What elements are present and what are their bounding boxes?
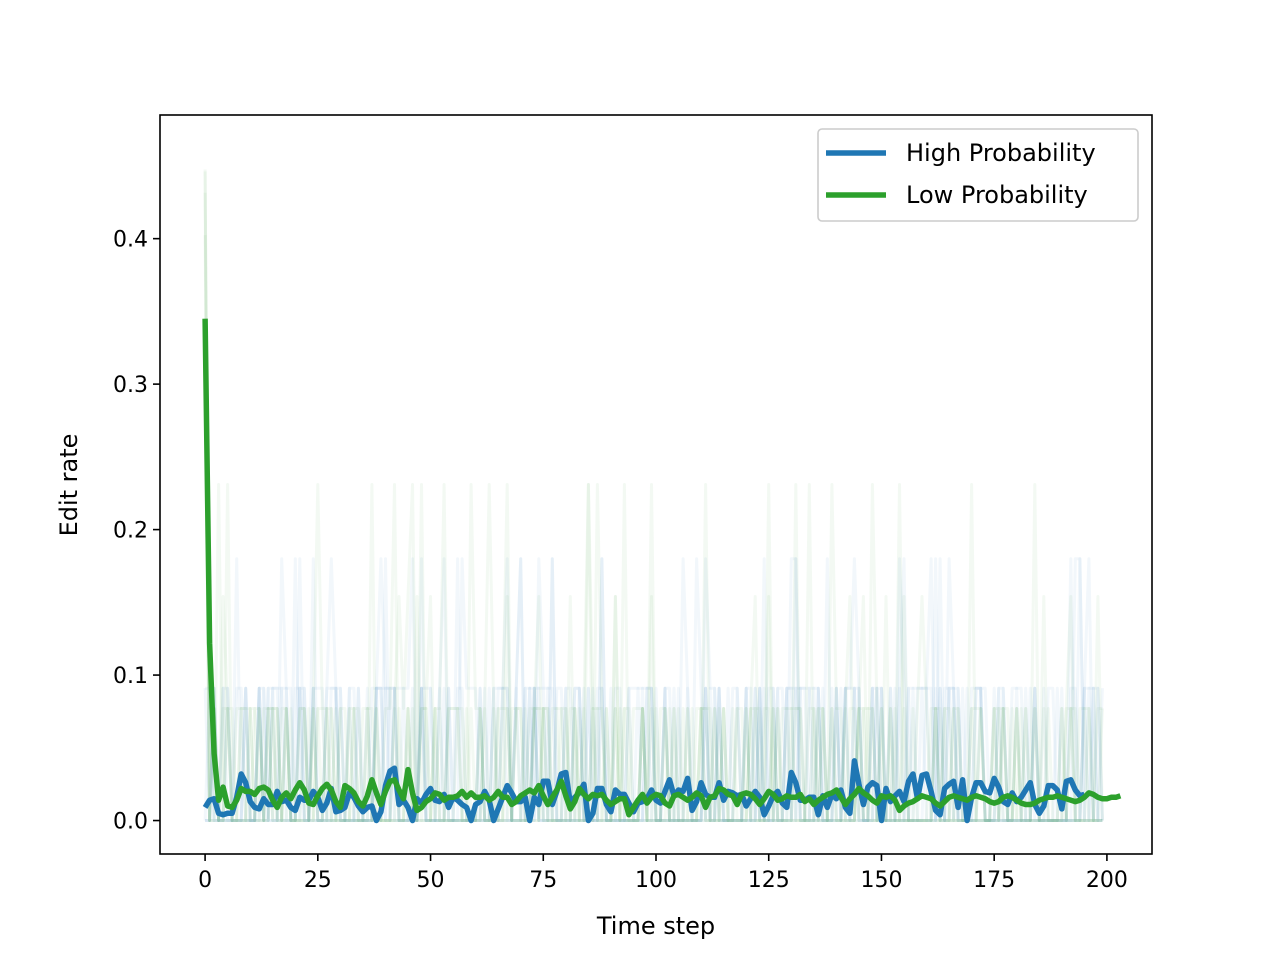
x-tick-label: 25 [304, 868, 332, 893]
x-tick-label: 200 [1086, 868, 1128, 893]
x-tick-label: 75 [529, 868, 557, 893]
background-run-line [203, 557, 1104, 822]
y-axis-label: Edit rate [55, 434, 83, 537]
x-axis: 0 25 50 75 100 125 150 175 200 [198, 854, 1128, 893]
series-lines [202, 318, 1122, 824]
background-run-line [203, 364, 1103, 822]
background-run-line [203, 557, 1104, 822]
x-tick-label: 50 [417, 868, 445, 893]
x-tick-label: 175 [973, 868, 1015, 893]
y-tick-label: 0.4 [113, 228, 148, 253]
x-axis-label: Time step [596, 912, 715, 940]
plot-area [159, 114, 1153, 855]
legend: High Probability Low Probability [817, 128, 1139, 222]
x-tick-label: 150 [860, 868, 902, 893]
legend-label: High Probability [906, 139, 1096, 167]
background-run-line [203, 336, 1103, 822]
background-run-line [203, 235, 1103, 822]
y-axis: 0.0 0.1 0.2 0.3 0.4 [113, 228, 160, 835]
y-tick-label: 0.2 [113, 519, 148, 544]
y-tick-label: 0.1 [113, 664, 148, 689]
y-tick-label: 0.0 [113, 810, 148, 835]
y-tick-label: 0.3 [113, 373, 148, 398]
series-line-low-probability [202, 318, 1122, 818]
background-run-line [203, 192, 1104, 822]
background-run-line [205, 557, 1103, 822]
x-tick-label: 125 [748, 868, 790, 893]
background-runs [203, 169, 1104, 822]
legend-box [817, 128, 1139, 222]
legend-label: Low Probability [906, 181, 1088, 209]
background-run-line [203, 171, 1104, 822]
background-run-line [203, 169, 1103, 822]
x-tick-label: 100 [635, 868, 677, 893]
x-tick-label: 0 [198, 868, 212, 893]
